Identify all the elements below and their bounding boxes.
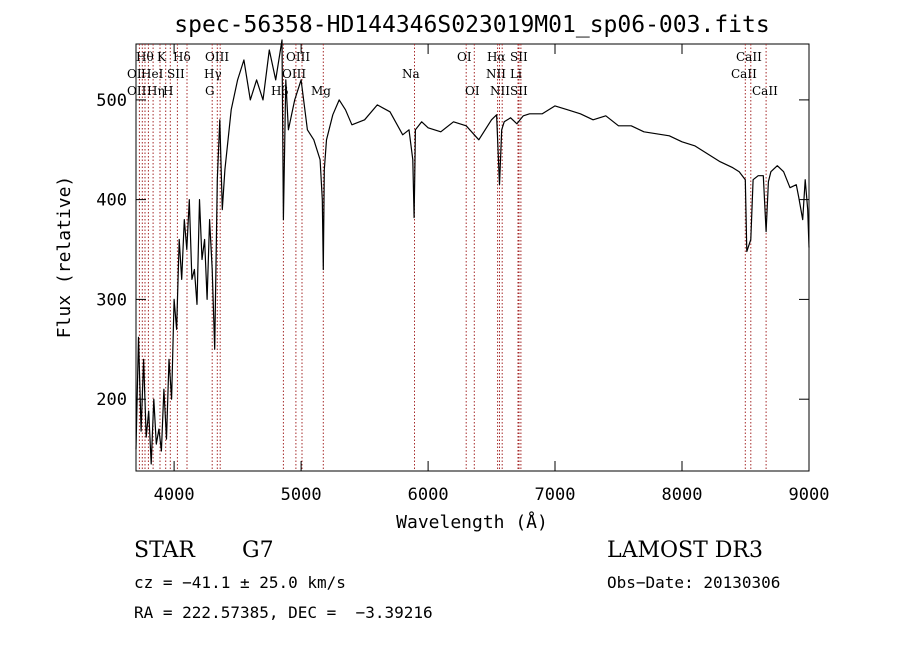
line-label-top-row-2: Hδ: [173, 50, 191, 64]
x-axis-ticks: 4000 5000 6000 7000 8000 9000: [154, 44, 830, 505]
y-tick-label-1: 300: [96, 290, 127, 310]
y-axis-label: Flux (relative): [54, 176, 75, 339]
y-tick-label-3: 500: [96, 91, 127, 111]
line-label-mid-row-7: Li: [510, 67, 522, 81]
line-label-low-row-1: Hη: [147, 84, 165, 98]
line-label-top-row-3: OIII: [205, 50, 229, 64]
line-label-top-row-5: OI: [457, 50, 472, 64]
x-axis-label: Wavelength (Å): [396, 511, 548, 533]
line-label-low-row-6: OI: [465, 84, 480, 98]
x-tick-label-3: 7000: [535, 485, 576, 505]
line-label-mid-row-3: Hγ: [204, 67, 222, 81]
spectrum-series-line: [135, 39, 810, 465]
x-tick-label-5: 9000: [789, 485, 830, 505]
line-label-mid-row-6: NII: [486, 67, 506, 81]
line-label-low-row-5: Mg: [311, 84, 331, 98]
line-label-low-row-0: OII: [127, 84, 147, 98]
chart-title: spec-56358-HD144346S023019M01_sp06-003.f…: [174, 12, 769, 38]
line-label-low-row-4: Hβ: [271, 84, 288, 98]
object-class: STAR: [134, 538, 195, 563]
line-label-top-row-0: Hθ: [136, 50, 154, 64]
line-label-top-row-1: K: [157, 50, 167, 64]
line-label-low-row-7: NII: [490, 84, 510, 98]
line-label-mid-row-1: HeI: [141, 67, 164, 81]
line-label-top-row-7: SII: [510, 50, 528, 64]
y-axis-ticks: 200 300 400 500: [96, 91, 809, 410]
x-tick-label-4: 8000: [662, 485, 703, 505]
spectral-line-markers: [138, 44, 767, 471]
survey-name: LAMOST DR3: [607, 538, 763, 563]
redshift-cz: cz = −41.1 ± 25.0 km/s: [134, 573, 346, 592]
x-tick-label-0: 4000: [154, 485, 195, 505]
line-label-mid-row-0: OI: [127, 67, 142, 81]
x-tick-label-1: 5000: [281, 485, 322, 505]
y-tick-label-0: 200: [96, 390, 127, 410]
line-label-top-row-4: OIII: [286, 50, 310, 64]
line-label-top-row-6: Hα: [487, 50, 506, 64]
y-tick-label-2: 400: [96, 191, 127, 211]
line-label-top-row-8: CaII: [736, 50, 762, 64]
line-label-mid-row-5: Na: [402, 67, 420, 81]
line-label-low-row-2: H: [163, 84, 173, 98]
line-label-low-row-3: G: [205, 84, 215, 98]
object-subclass: G7: [242, 538, 274, 563]
observation-date: Obs−Date: 20130306: [607, 573, 781, 592]
plot-frame: [135, 43, 810, 472]
x-tick-label-2: 6000: [408, 485, 449, 505]
sky-coordinates: RA = 222.57385, DEC = −3.39216: [134, 603, 433, 622]
line-label-low-row-9: CaII: [752, 84, 778, 98]
line-label-mid-row-4: OIII: [282, 67, 306, 81]
line-label-mid-row-8: CaII: [731, 67, 757, 81]
line-label-mid-row-2: SII: [167, 67, 185, 81]
line-label-low-row-8: SII: [510, 84, 528, 98]
